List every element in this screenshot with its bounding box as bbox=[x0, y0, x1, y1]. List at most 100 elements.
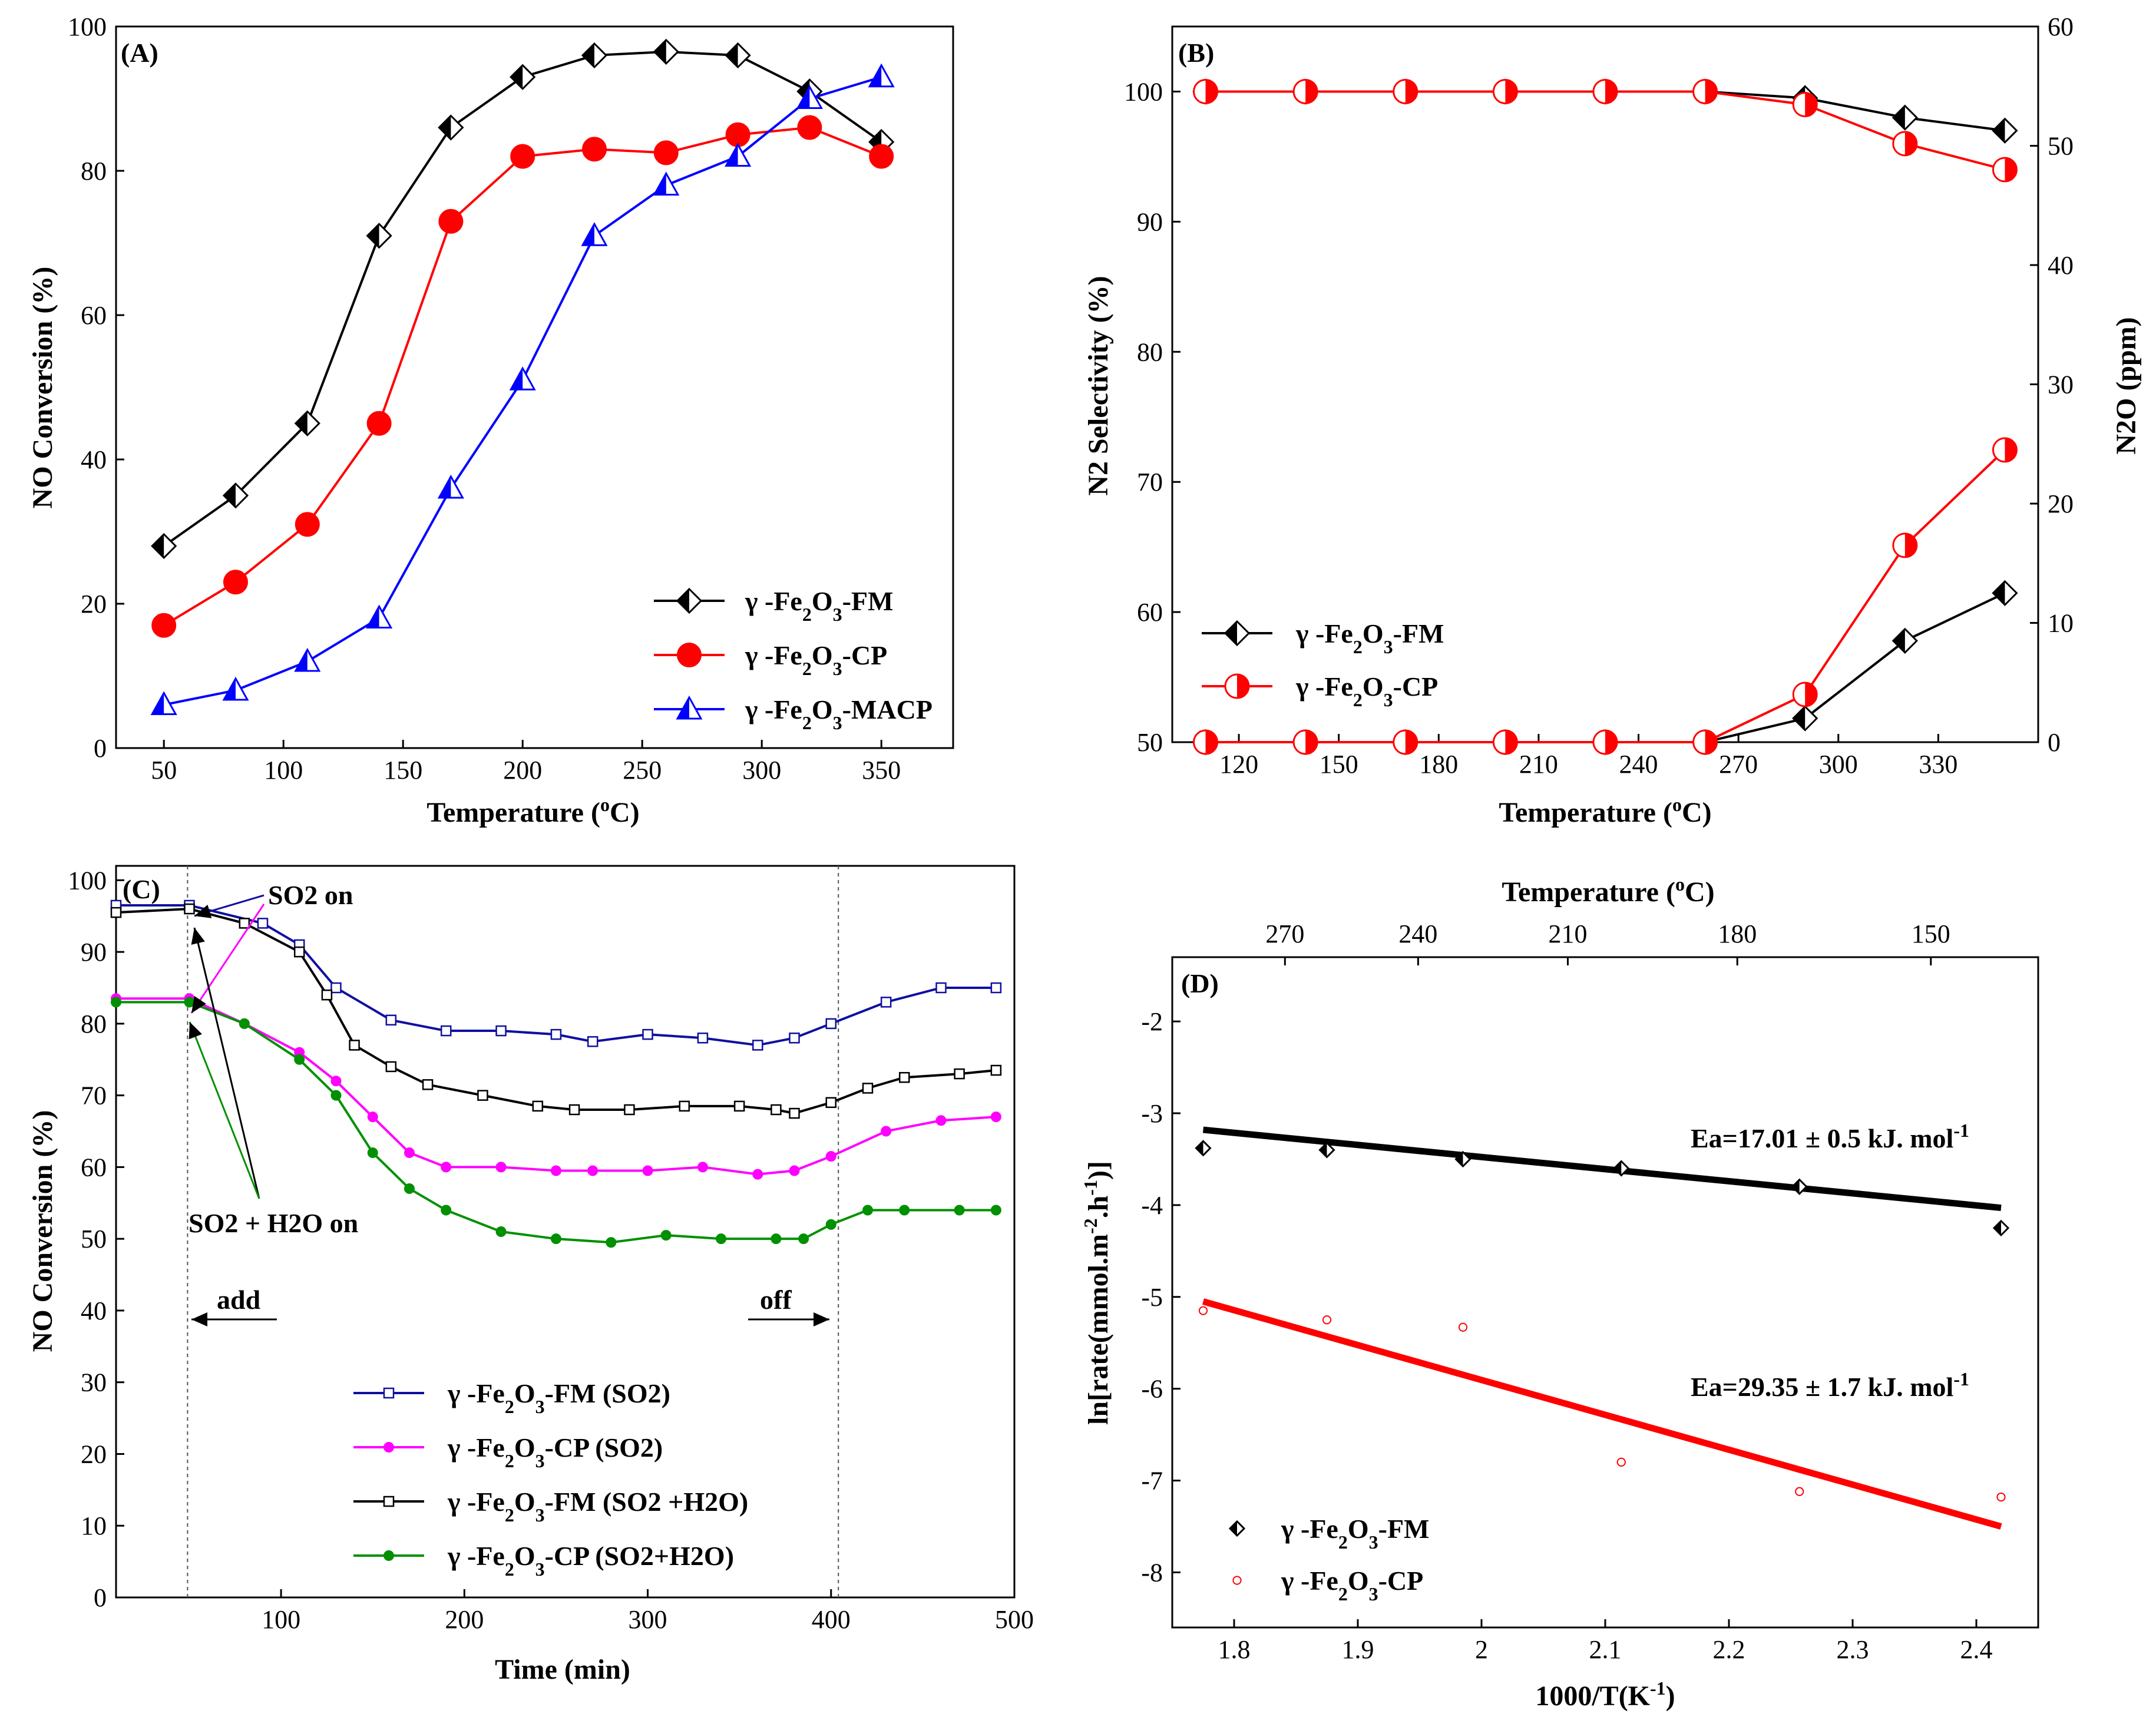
panel-d-top-axis-label: Temperature (oC) bbox=[1502, 874, 1714, 908]
panel-c-y-tick-label: 100 bbox=[68, 866, 107, 895]
panel-c-data-point bbox=[330, 1090, 342, 1101]
panel-a-data-point-fill bbox=[726, 144, 738, 166]
panel-d-y-tick-label: -6 bbox=[1141, 1375, 1163, 1404]
panel-a-x-tick-label: 350 bbox=[862, 756, 901, 785]
panel-b-y-left-tick-label: 80 bbox=[1137, 338, 1163, 366]
plot-frame bbox=[115, 865, 1016, 1599]
panel-b-data-point-fill bbox=[1993, 581, 2005, 605]
panel-b-y-left-tick-label: 70 bbox=[1137, 468, 1163, 497]
panel-c-legend-label: γ -Fe2O3-FM (SO2) bbox=[447, 1378, 670, 1417]
panel-a-y-tick-label: 60 bbox=[81, 301, 107, 330]
panel-b-data-point-fill bbox=[1805, 683, 1817, 706]
panel-b-y-left-tick-label: 100 bbox=[1124, 77, 1163, 106]
panel-a-data-point-fill bbox=[654, 173, 666, 195]
panel-a-data-point bbox=[295, 512, 320, 537]
panel-a-data-point-fill bbox=[654, 39, 666, 64]
panel-b-data-point-fill bbox=[1805, 92, 1817, 117]
panel-c-data-point bbox=[532, 1100, 544, 1112]
panel-c-data-point bbox=[550, 1028, 562, 1040]
panel-c-y-axis-label: NO Conversion (%) bbox=[27, 1110, 58, 1352]
panel-a-data-point-fill bbox=[224, 679, 236, 700]
panel-c-data-point bbox=[679, 1100, 690, 1112]
panel-b-x-tick-label: 180 bbox=[1419, 750, 1458, 779]
panel-d-x-tick-label: 2.2 bbox=[1713, 1635, 1745, 1664]
panel-d-data-point-fill bbox=[1320, 1143, 1327, 1157]
panel-a-data-point-fill bbox=[511, 65, 523, 89]
panel-c-data-point bbox=[899, 1205, 910, 1216]
panel-d-data-point-fill bbox=[1456, 1152, 1463, 1166]
panel-c-data-point bbox=[321, 989, 333, 1001]
panel-c-add-label: add bbox=[217, 1285, 261, 1315]
panel-c-data-point bbox=[624, 1104, 635, 1116]
panel-c-data-point bbox=[789, 1107, 800, 1119]
panel-c-x-tick-label: 300 bbox=[629, 1605, 667, 1634]
panel-b-data-point-fill bbox=[1893, 105, 1905, 130]
panel-c-data-point bbox=[184, 903, 195, 915]
panel-c-legend-label: γ -Fe2O3-CP (SO2) bbox=[447, 1433, 663, 1471]
panel-d-x-tick-label: 1.8 bbox=[1218, 1635, 1251, 1664]
panel-c-y-tick-label: 20 bbox=[81, 1440, 107, 1468]
panel-d-legend-label: γ -Fe2O3-FM bbox=[1281, 1514, 1429, 1553]
panel-d-data-point bbox=[1198, 1306, 1208, 1315]
panel-c-x-tick-label: 100 bbox=[262, 1605, 300, 1634]
panel-b-y-left-tick-label: 90 bbox=[1137, 207, 1163, 236]
panel-b-x-tick-label: 330 bbox=[1919, 750, 1957, 779]
panel-b-y-right-tick-label: 20 bbox=[2048, 489, 2074, 518]
panel-d-x-tick-label: 1.9 bbox=[1342, 1635, 1374, 1664]
panel-a-legend-marker-fill bbox=[677, 697, 689, 719]
panel-a-y-tick-label: 20 bbox=[81, 590, 107, 618]
panel-a-data-point-fill bbox=[367, 606, 379, 628]
panel-c-series-line bbox=[116, 1001, 996, 1244]
panel-d-data-point bbox=[1795, 1487, 1804, 1496]
panel-a-x-tick-label: 150 bbox=[383, 756, 422, 785]
panel-c-data-point bbox=[568, 1104, 580, 1116]
panel-b-data-point-fill bbox=[2005, 438, 2017, 462]
panel-a-data-point bbox=[223, 570, 248, 595]
panel-c-data-point bbox=[257, 918, 269, 929]
panel-c-label: (C) bbox=[123, 874, 160, 904]
panel-b-series-line bbox=[1205, 592, 2006, 743]
panel-a-x-tick-label: 250 bbox=[623, 756, 662, 785]
panel-a-data-point-fill bbox=[295, 411, 307, 435]
panel-c-data-point bbox=[606, 1237, 617, 1248]
panel-d-y-tick-label: -3 bbox=[1141, 1099, 1163, 1128]
panel-d-top-tick-label: 180 bbox=[1718, 919, 1757, 948]
panel-a-y-tick-label: 80 bbox=[81, 157, 107, 186]
panel-c-data-point bbox=[110, 907, 122, 918]
panel-c-data-point bbox=[495, 1162, 507, 1173]
panel-c-y-tick-label: 80 bbox=[81, 1010, 107, 1038]
panel-a-label: (A) bbox=[121, 38, 158, 68]
panel-c-legend-label: γ -Fe2O3-FM (SO2 +H2O) bbox=[447, 1487, 748, 1526]
panel-b-data-point-fill bbox=[1305, 80, 1318, 104]
panel-c-data-point bbox=[587, 1165, 598, 1176]
panel-a-series-line bbox=[163, 50, 882, 547]
panel-d-data-point bbox=[1458, 1322, 1468, 1332]
panel-c-y-tick-label: 40 bbox=[81, 1296, 107, 1325]
panel-c-data-point bbox=[990, 1064, 1002, 1076]
panel-c-data-point bbox=[441, 1162, 452, 1173]
panel-b-label: (B) bbox=[1178, 38, 1214, 68]
panel-c-data-point bbox=[697, 1162, 708, 1173]
panel-d-top-tick-label: 150 bbox=[1912, 919, 1950, 948]
panel-b-y-right-tick-label: 0 bbox=[2048, 728, 2061, 757]
panel-c-data-point bbox=[239, 918, 250, 929]
panel-c-data-point bbox=[660, 1230, 672, 1241]
panel-d-legend-marker-fill bbox=[1230, 1521, 1237, 1536]
panel-c-data-point bbox=[422, 1079, 434, 1090]
panel-a-legend-label: γ -Fe2O3-FM bbox=[745, 586, 893, 625]
panel-b-legend-label: γ -Fe2O3-CP bbox=[1295, 671, 1438, 710]
panel-b-y-right-tick-label: 40 bbox=[2048, 251, 2074, 280]
panel-c-data-point bbox=[990, 1205, 1001, 1216]
panel-c-data-point bbox=[385, 1061, 397, 1073]
panel-a-x-tick-label: 200 bbox=[503, 756, 542, 785]
panel-c-y-tick-label: 90 bbox=[81, 938, 107, 967]
panel-b-data-point-fill bbox=[1705, 80, 1717, 104]
panel-a-data-point-fill bbox=[726, 44, 738, 67]
panel-c-data-point bbox=[587, 1036, 598, 1047]
panel-c-data-point bbox=[330, 1076, 342, 1087]
panel-c-data-point bbox=[111, 997, 121, 1008]
panel-d-x-tick-label: 2.3 bbox=[1837, 1635, 1869, 1664]
panel-c-data-point bbox=[825, 1151, 836, 1162]
panel-c-legend-marker bbox=[383, 1387, 395, 1399]
